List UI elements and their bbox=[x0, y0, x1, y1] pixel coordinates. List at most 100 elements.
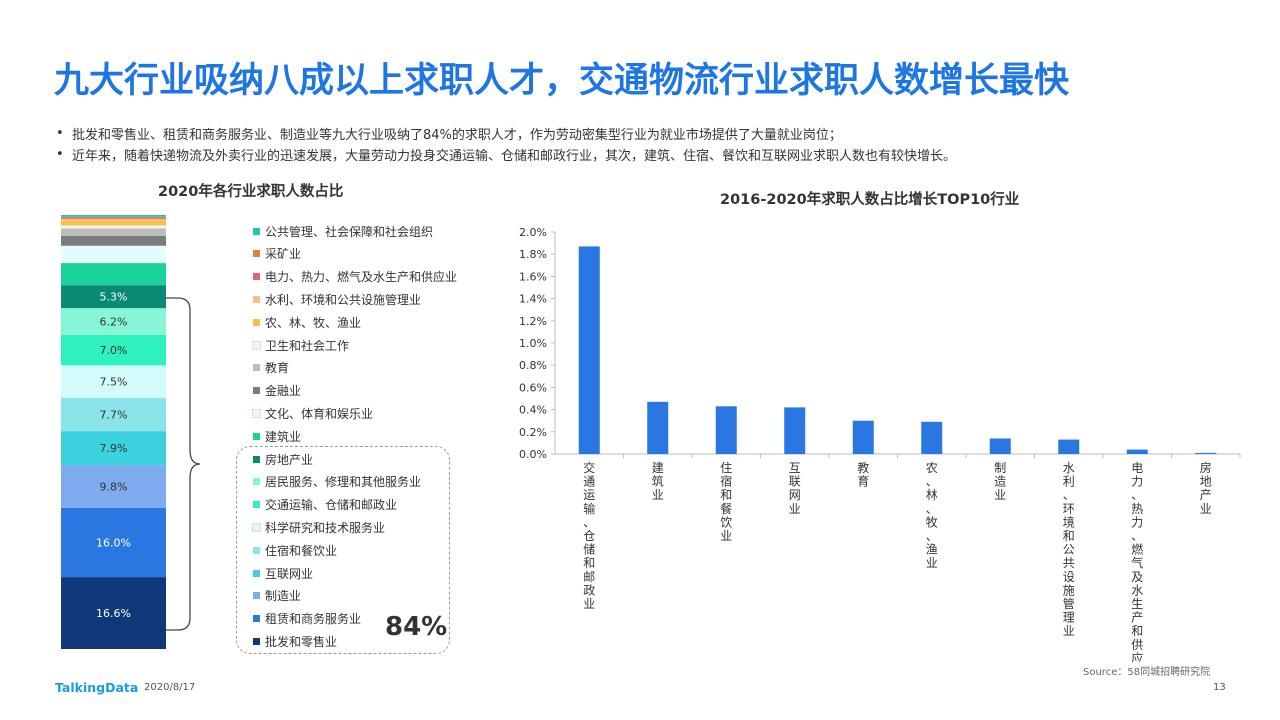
stack-segment bbox=[61, 397, 166, 432]
bullet-text: 批发和零售业、租赁和商务服务业、制造业等九大行业吸纳了84%的求职人才，作为劳动… bbox=[72, 128, 842, 143]
y-tick-label: 1.4% bbox=[519, 293, 547, 306]
legend-label: 住宿和餐饮业 bbox=[265, 543, 338, 558]
stack-segment bbox=[61, 365, 166, 398]
stack-chart-title: 2020年各行业求职人数占比 bbox=[158, 184, 344, 200]
legend-item: 交通运输、仓储和邮政业 bbox=[253, 496, 397, 514]
stack-segment bbox=[61, 577, 166, 649]
legend-item: 电力、热力、燃气及水生产和供应业 bbox=[253, 268, 457, 286]
y-tick-label: 1.0% bbox=[519, 337, 547, 350]
x-category-label: 交通运输、仓储和邮政业 bbox=[583, 460, 595, 611]
y-tick-label: 0.6% bbox=[519, 381, 547, 394]
x-category-label: 农、林、牧、渔业 bbox=[926, 461, 938, 570]
bar bbox=[1195, 452, 1217, 454]
y-tick-label: 0.8% bbox=[519, 359, 547, 372]
stack-segment bbox=[61, 507, 166, 578]
legend-swatch bbox=[253, 364, 260, 372]
legend-swatch bbox=[253, 295, 260, 303]
legend-item: 住宿和餐饮业 bbox=[253, 541, 337, 559]
legend-item: 居民服务、修理和其他服务业 bbox=[253, 473, 421, 491]
page-title: 九大行业吸纳八成以上求职人才，交通物流行业求职人数增长最快 bbox=[54, 61, 1070, 101]
bar bbox=[1058, 439, 1080, 454]
stack-segment bbox=[61, 225, 166, 229]
bar bbox=[647, 401, 669, 454]
page-number: 13 bbox=[1213, 682, 1226, 693]
footer-date: 2020/8/17 bbox=[144, 682, 196, 693]
legend-label: 农、林、牧、渔业 bbox=[265, 315, 362, 330]
legend-label: 制造业 bbox=[265, 589, 302, 604]
legend-label: 公共管理、社会保障和社会组织 bbox=[265, 224, 434, 239]
bullet-text: 近年来，随着快递物流及外卖行业的迅速发展，大量劳动力投身交通运输、仓储和邮政行业… bbox=[72, 149, 957, 164]
footer-logo: TalkingData bbox=[55, 680, 139, 695]
x-category-label: 电力、热力、燃气及水生产和供应业 bbox=[1131, 461, 1143, 662]
stack-segment bbox=[61, 215, 166, 217]
stack-segment-label: 7.0% bbox=[100, 344, 128, 357]
legend-label: 电力、热力、燃气及水生产和供应业 bbox=[265, 270, 458, 285]
legend-item: 采矿业 bbox=[253, 245, 301, 263]
legend-item: 金融业 bbox=[253, 382, 301, 400]
bullet-dot: • bbox=[56, 147, 64, 162]
legend-label: 居民服务、修理和其他服务业 bbox=[265, 475, 422, 490]
bar bbox=[578, 246, 600, 454]
x-category-label: 教育 bbox=[857, 460, 869, 489]
y-tick-label: 1.2% bbox=[519, 315, 547, 328]
stack-segment bbox=[61, 308, 166, 335]
legend-swatch bbox=[253, 250, 260, 258]
y-tick-label: 1.8% bbox=[519, 248, 547, 261]
legend-item: 科学研究和技术服务业 bbox=[252, 518, 386, 536]
legend-label: 科学研究和技术服务业 bbox=[265, 520, 386, 535]
stack-segment bbox=[61, 334, 166, 366]
x-category-label: 房地产业 bbox=[1200, 460, 1212, 516]
bullet-item: • 批发和零售业、租赁和商务服务业、制造业等九大行业吸纳了84%的求职人才，作为… bbox=[56, 123, 1236, 144]
stack-segment bbox=[61, 285, 166, 309]
bar bbox=[715, 406, 737, 454]
y-tick-label: 0.0% bbox=[519, 448, 547, 461]
legend-item: 互联网业 bbox=[253, 564, 313, 582]
legend-swatch bbox=[253, 546, 260, 554]
stack-segment-label: 7.7% bbox=[100, 408, 128, 421]
legend-swatch bbox=[252, 340, 261, 350]
bullet-item: • 近年来，随着快递物流及外卖行业的迅速发展，大量劳动力投身交通运输、仓储和邮政… bbox=[56, 144, 1236, 165]
stacked-bar-chart: 16.6% 16.0% 9.8% 7.9% 7.7% 7.5% 7.0% 6.2% 5.3% bbox=[61, 215, 166, 649]
legend-item: 房地产业 bbox=[253, 450, 313, 468]
legend-item: 农、林、牧、渔业 bbox=[253, 313, 361, 331]
legend-swatch bbox=[253, 615, 260, 623]
legend-swatch bbox=[253, 478, 260, 486]
legend-item: 文化、体育和娱乐业 bbox=[252, 404, 374, 422]
legend-label: 租赁和商务服务业 bbox=[265, 612, 362, 627]
y-tick-label: 0.4% bbox=[519, 404, 547, 417]
legend-swatch bbox=[253, 432, 260, 440]
y-tick-label: 2.0% bbox=[519, 226, 547, 239]
legend-item: 建筑业 bbox=[253, 427, 301, 445]
x-category-label: 水利、环境和公共设施管理业 bbox=[1063, 461, 1075, 638]
stack-segment bbox=[61, 245, 166, 264]
stack-segment bbox=[61, 217, 166, 219]
bullet-dot: • bbox=[56, 126, 64, 141]
stack-segment-label: 16.6% bbox=[96, 607, 131, 620]
y-tick-label: 1.6% bbox=[519, 270, 547, 283]
legend-label: 金融业 bbox=[265, 384, 302, 399]
bar bbox=[989, 438, 1011, 454]
legend-label: 文化、体育和娱乐业 bbox=[265, 406, 374, 421]
legend-swatch bbox=[253, 569, 260, 577]
stack-segment-label: 16.0% bbox=[96, 536, 131, 549]
legend-label: 采矿业 bbox=[265, 247, 302, 262]
legend-item: 公共管理、社会保障和社会组织 bbox=[253, 222, 433, 240]
bar-chart-title: 2016-2020年求职人数占比增长TOP10行业 bbox=[720, 192, 1020, 208]
legend-swatch bbox=[253, 273, 260, 281]
x-category-label: 互联网业 bbox=[789, 461, 801, 516]
legend-swatch bbox=[253, 501, 260, 509]
legend-label: 教育 bbox=[265, 361, 290, 376]
stack-segment bbox=[61, 431, 166, 466]
y-tick-label: 0.2% bbox=[519, 426, 547, 439]
legend-label: 互联网业 bbox=[265, 566, 314, 581]
stack-segment-label: 7.5% bbox=[100, 376, 128, 389]
bar bbox=[921, 421, 943, 454]
x-category-label: 住宿和餐饮业 bbox=[720, 461, 732, 543]
legend-label: 建筑业 bbox=[265, 429, 302, 444]
legend-item: 租赁和商务服务业 bbox=[253, 610, 361, 628]
legend-swatch bbox=[253, 318, 260, 326]
legend-item: 制造业 bbox=[253, 587, 301, 605]
highlight-percentage: 84% bbox=[385, 612, 448, 642]
legend-label: 卫生和社会工作 bbox=[265, 338, 350, 353]
stack-segment-label: 9.8% bbox=[100, 481, 128, 494]
